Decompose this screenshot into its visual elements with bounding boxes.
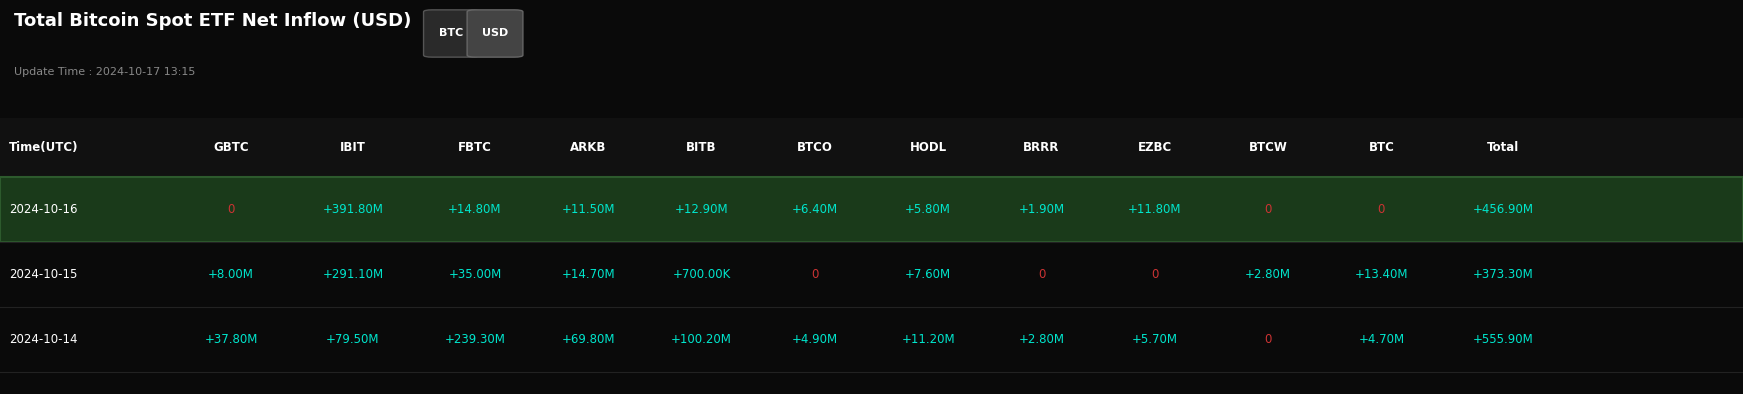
Text: +100.20M: +100.20M [671,333,732,346]
Text: +8.00M: +8.00M [207,268,254,281]
Text: +7.60M: +7.60M [905,268,952,281]
Bar [0,118,1743,177]
Text: +2.80M: +2.80M [1245,268,1292,281]
Text: EZBC: EZBC [1138,141,1171,154]
Text: +11.50M: +11.50M [561,203,615,216]
Text: 0: 0 [1037,268,1046,281]
FancyBboxPatch shape [467,10,523,57]
Text: 0: 0 [1264,333,1272,346]
Text: BTC: BTC [439,28,464,39]
Text: IBIT: IBIT [340,141,366,154]
Text: 0: 0 [810,268,819,281]
Text: +291.10M: +291.10M [322,268,383,281]
Text: +14.70M: +14.70M [561,268,615,281]
Text: +5.70M: +5.70M [1131,333,1178,346]
Text: 0: 0 [1264,203,1272,216]
Text: BITB: BITB [687,141,716,154]
Text: Total: Total [1487,141,1520,154]
Text: BTCW: BTCW [1248,141,1288,154]
Text: +700.00K: +700.00K [673,268,730,281]
Text: +373.30M: +373.30M [1473,268,1534,281]
Text: USD: USD [481,28,509,39]
Text: +14.80M: +14.80M [448,203,502,216]
Text: +69.80M: +69.80M [561,333,615,346]
Text: 0: 0 [1150,268,1159,281]
Text: BTCO: BTCO [797,141,833,154]
Text: +391.80M: +391.80M [322,203,383,216]
Text: +6.40M: +6.40M [791,203,838,216]
Text: +35.00M: +35.00M [448,268,502,281]
Bar [0,177,1743,242]
Text: BTC: BTC [1368,141,1394,154]
Text: 0: 0 [1377,203,1386,216]
Bar [0,242,1743,307]
Text: Update Time : 2024-10-17 13:15: Update Time : 2024-10-17 13:15 [14,67,195,77]
Text: +5.80M: +5.80M [905,203,952,216]
Text: +4.90M: +4.90M [791,333,838,346]
Text: Time(UTC): Time(UTC) [9,141,78,154]
Text: FBTC: FBTC [458,141,492,154]
Bar [0,307,1743,372]
FancyBboxPatch shape [424,10,479,57]
Text: +555.90M: +555.90M [1473,333,1534,346]
Text: +1.90M: +1.90M [1018,203,1065,216]
Text: 0: 0 [227,203,235,216]
Text: 2024-10-16: 2024-10-16 [9,203,77,216]
Text: +4.70M: +4.70M [1358,333,1405,346]
Text: +239.30M: +239.30M [444,333,505,346]
Text: HODL: HODL [910,141,946,154]
Text: +11.80M: +11.80M [1128,203,1182,216]
Text: +37.80M: +37.80M [204,333,258,346]
Text: +2.80M: +2.80M [1018,333,1065,346]
Text: +13.40M: +13.40M [1354,268,1408,281]
Text: Total Bitcoin Spot ETF Net Inflow (USD): Total Bitcoin Spot ETF Net Inflow (USD) [14,12,411,30]
Bar [0,177,1743,242]
Text: GBTC: GBTC [213,141,249,154]
Text: +12.90M: +12.90M [675,203,729,216]
Text: BRRR: BRRR [1023,141,1060,154]
Text: +11.20M: +11.20M [901,333,955,346]
Text: +79.50M: +79.50M [326,333,380,346]
Text: ARKB: ARKB [570,141,607,154]
Text: +456.90M: +456.90M [1473,203,1534,216]
Text: 2024-10-14: 2024-10-14 [9,333,77,346]
Text: 2024-10-15: 2024-10-15 [9,268,77,281]
